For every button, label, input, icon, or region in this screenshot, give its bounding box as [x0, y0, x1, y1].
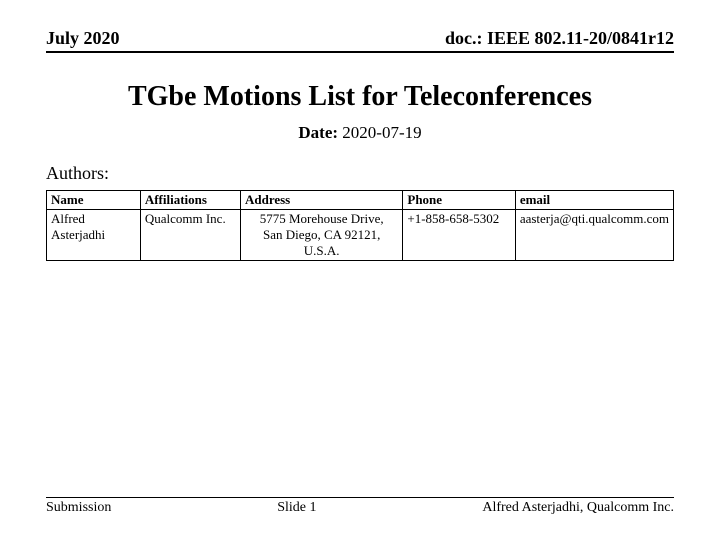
date-line: Date: 2020-07-19	[46, 123, 674, 143]
footer-row: Submission Slide 1 Alfred Asterjadhi, Qu…	[46, 497, 674, 516]
date-value: 2020-07-19	[342, 123, 421, 142]
authors-label: Authors:	[46, 163, 674, 184]
col-header-name: Name	[47, 191, 141, 210]
col-header-phone: Phone	[403, 191, 515, 210]
date-label: Date:	[298, 123, 338, 142]
cell-affiliations: Qualcomm Inc.	[140, 210, 240, 261]
table-header-row: Name Affiliations Address Phone email	[47, 191, 674, 210]
table-row: Alfred Asterjadhi Qualcomm Inc. 5775 Mor…	[47, 210, 674, 261]
footer-center: Slide 1	[277, 500, 316, 516]
slide: July 2020 doc.: IEEE 802.11-20/0841r12 T…	[0, 0, 720, 540]
cell-name: Alfred Asterjadhi	[47, 210, 141, 261]
col-header-email: email	[515, 191, 673, 210]
col-header-address: Address	[240, 191, 402, 210]
header-doc-id: doc.: IEEE 802.11-20/0841r12	[445, 28, 674, 49]
footer-left: Submission	[46, 500, 111, 516]
cell-phone: +1-858-658-5302	[403, 210, 515, 261]
page-title: TGbe Motions List for Teleconferences	[46, 81, 674, 113]
header-row: July 2020 doc.: IEEE 802.11-20/0841r12	[46, 28, 674, 53]
col-header-affiliations: Affiliations	[140, 191, 240, 210]
cell-address: 5775 Morehouse Drive,San Diego, CA 92121…	[240, 210, 402, 261]
footer-right: Alfred Asterjadhi, Qualcomm Inc.	[482, 500, 674, 516]
cell-email: aasterja@qti.qualcomm.com	[515, 210, 673, 261]
authors-table: Name Affiliations Address Phone email Al…	[46, 190, 674, 261]
header-date: July 2020	[46, 28, 120, 49]
